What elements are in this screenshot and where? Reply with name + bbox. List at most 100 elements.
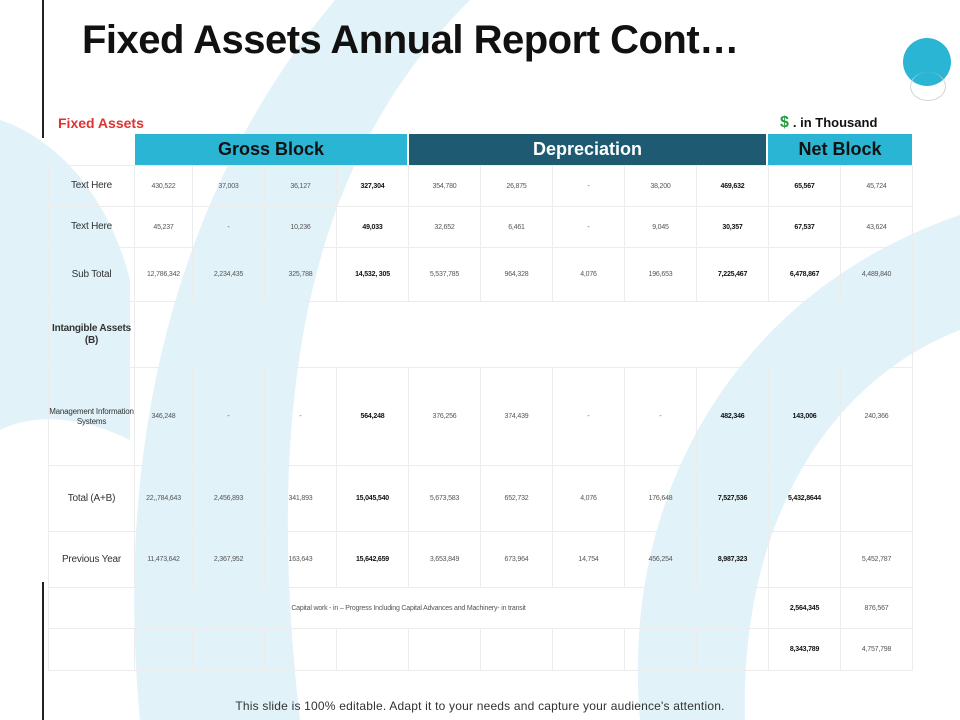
table-cell: 456,254	[624, 531, 697, 588]
dollar-icon: $	[780, 114, 789, 131]
table-cell: 67,537	[768, 206, 841, 248]
accent-line-bottom	[42, 582, 44, 720]
table-cell: 240,366	[840, 367, 913, 466]
empty-band	[134, 301, 913, 368]
header-depreciation: Depreciation	[409, 134, 766, 165]
table-row: Intangible Assets (B)	[48, 301, 913, 368]
table-cell	[768, 531, 841, 588]
table-cell: 327,304	[336, 165, 409, 207]
table-cell: 5,432,8644	[768, 465, 841, 532]
table-cell: 45,724	[840, 165, 913, 207]
row-label: Intangible Assets (B)	[48, 301, 135, 368]
table-cell: 14,532, 305	[336, 247, 409, 302]
table-cell: 7,527,536	[696, 465, 769, 532]
table-cell: 2,456,893	[192, 465, 265, 532]
empty-cell	[134, 628, 193, 671]
empty-cell	[408, 628, 481, 671]
cwip-note: Capital work - in – Progress Including C…	[48, 587, 769, 629]
table-cell: 5,452,787	[840, 531, 913, 588]
fixed-assets-table: Text Here 430,522 37,003 36,127 327,304 …	[48, 165, 913, 671]
table-row: Management Information Systems 346,248 -…	[48, 367, 913, 466]
header-gross-block: Gross Block	[135, 134, 407, 165]
table-cell: -	[552, 165, 625, 207]
empty-cell	[624, 628, 697, 671]
footer-note: This slide is 100% editable. Adapt it to…	[235, 699, 725, 713]
empty-cell	[48, 628, 135, 671]
table-cell: 2,367,952	[192, 531, 265, 588]
table-cell: -	[624, 367, 697, 466]
empty-cell	[336, 628, 409, 671]
accent-line-top	[42, 0, 44, 138]
table-cell: 7,225,467	[696, 247, 769, 302]
table-cell: 32,652	[408, 206, 481, 248]
row-label: Text Here	[48, 165, 135, 207]
row-label: Total (A+B)	[48, 465, 135, 532]
table-cell: 6,478,867	[768, 247, 841, 302]
row-label: Management Information Systems	[48, 367, 135, 466]
decorative-ring	[910, 72, 946, 101]
table-cell: 15,642,659	[336, 531, 409, 588]
table-cell: 374,439	[480, 367, 553, 466]
table-cell: 3,653,849	[408, 531, 481, 588]
table-cell: 4,757,798	[840, 628, 913, 671]
empty-cell	[480, 628, 553, 671]
header-net-block: Net Block	[768, 134, 912, 165]
table-cell: 673,964	[480, 531, 553, 588]
row-label: Previous Year	[48, 531, 135, 588]
table-cell: 36,127	[264, 165, 337, 207]
table-cell: 5,673,583	[408, 465, 481, 532]
table-cell: 652,732	[480, 465, 553, 532]
table-cell: 22,,784,643	[134, 465, 193, 532]
table-cell: -	[552, 367, 625, 466]
table-row: Sub Total 12,786,342 2,234,435 325,788 1…	[48, 247, 913, 302]
table-cell: 469,632	[696, 165, 769, 207]
table-cell: 14,754	[552, 531, 625, 588]
table-cell: 2,564,345	[768, 587, 841, 629]
table-cell: 49,033	[336, 206, 409, 248]
empty-cell	[696, 628, 769, 671]
table-cell: 8,987,323	[696, 531, 769, 588]
table-cell: 12,786,342	[134, 247, 193, 302]
table-cell: 8,343,789	[768, 628, 841, 671]
table-row: Total (A+B) 22,,784,643 2,456,893 341,89…	[48, 465, 913, 532]
table-cell	[840, 465, 913, 532]
table-cell: 325,788	[264, 247, 337, 302]
table-cell: 4,076	[552, 247, 625, 302]
table-cell: 176,648	[624, 465, 697, 532]
table-cell: 163,643	[264, 531, 337, 588]
table-cell: 11,473,642	[134, 531, 193, 588]
table-cell: -	[192, 367, 265, 466]
row-label: Text Here	[48, 206, 135, 248]
empty-cell	[192, 628, 265, 671]
table-cell: 37,003	[192, 165, 265, 207]
table-cell: 876,567	[840, 587, 913, 629]
table-cell: 26,875	[480, 165, 553, 207]
table-cell: 15,045,540	[336, 465, 409, 532]
empty-cell	[264, 628, 337, 671]
table-cell: 6,461	[480, 206, 553, 248]
unit-text: . in Thousand	[792, 115, 878, 130]
table-cell: -	[192, 206, 265, 248]
table-cell: 65,567	[768, 165, 841, 207]
table-row: Text Here 430,522 37,003 36,127 327,304 …	[48, 165, 913, 207]
table-cell: 346,248	[134, 367, 193, 466]
row-label: Sub Total	[48, 247, 135, 302]
table-row: Text Here 45,237 - 10,236 49,033 32,652 …	[48, 206, 913, 248]
table-row: Previous Year 11,473,642 2,367,952 163,6…	[48, 531, 913, 588]
table-cell: 196,653	[624, 247, 697, 302]
table-cell: 430,522	[134, 165, 193, 207]
table-cell: 45,237	[134, 206, 193, 248]
table-row: 8,343,789 4,757,798	[48, 628, 913, 671]
table-cell: 9,045	[624, 206, 697, 248]
table-cell: 376,256	[408, 367, 481, 466]
table-cell: 482,346	[696, 367, 769, 466]
empty-cell	[552, 628, 625, 671]
table-cell: 143,006	[768, 367, 841, 466]
table-cell: 341,893	[264, 465, 337, 532]
unit-note: $. in Thousand	[780, 114, 877, 132]
table-cell: 38,200	[624, 165, 697, 207]
table-cell: -	[264, 367, 337, 466]
table-cell: 564,248	[336, 367, 409, 466]
table-cell: 5,537,785	[408, 247, 481, 302]
table-cell: 30,357	[696, 206, 769, 248]
